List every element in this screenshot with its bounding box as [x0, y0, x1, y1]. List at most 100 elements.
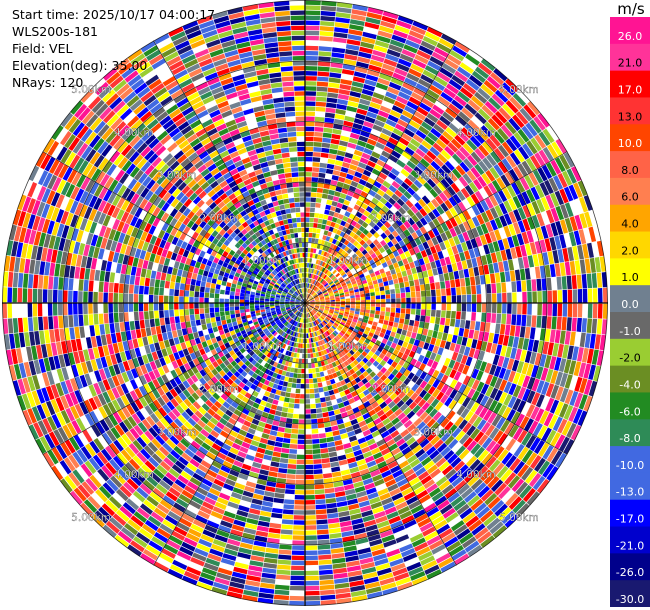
- radar-gate: [380, 68, 394, 77]
- radar-gate: [409, 119, 421, 130]
- radar-gate: [310, 243, 315, 248]
- radar-gate: [390, 167, 400, 177]
- radar-gate: [547, 290, 553, 303]
- radar-gate: [324, 283, 329, 287]
- radar-gate: [288, 141, 297, 147]
- radar-gate: [315, 101, 327, 107]
- radar-gate: [336, 181, 344, 188]
- radar-gate: [103, 292, 108, 303]
- radar-gate: [464, 103, 478, 116]
- radar-gate: [290, 162, 298, 168]
- radar-gate: [338, 290, 344, 294]
- radar-gate: [158, 295, 164, 303]
- radar-gate: [350, 297, 356, 301]
- radar-gate: [521, 231, 530, 245]
- radar-gate: [294, 197, 300, 203]
- radar-gate: [359, 287, 364, 292]
- radar-gate: [456, 261, 463, 271]
- radar-gate: [401, 110, 414, 120]
- radar-gate: [435, 234, 444, 244]
- radar-gate: [376, 114, 388, 123]
- radar-gate: [517, 220, 526, 233]
- radar-gate: [474, 163, 485, 176]
- radar-gate: [510, 247, 518, 259]
- radar-gate: [466, 154, 478, 167]
- radar-gate: [284, 172, 292, 178]
- radar-gate: [327, 289, 333, 293]
- radar-gate: [395, 227, 403, 235]
- radar-gate: [305, 121, 315, 127]
- radar-gate: [534, 266, 541, 279]
- radar-gate: [308, 295, 312, 299]
- radar-gate: [511, 182, 521, 196]
- radar-gate: [308, 227, 313, 233]
- radar-gate: [442, 189, 452, 199]
- radar-gate: [324, 284, 330, 288]
- radar-gate: [420, 284, 426, 291]
- radar-gate: [364, 116, 376, 124]
- radar-gate: [291, 35, 305, 41]
- radar-gate: [290, 20, 305, 26]
- radar-gate: [369, 155, 379, 164]
- radar-gate: [459, 161, 470, 173]
- radar-gate: [497, 144, 509, 158]
- radar-gate: [562, 247, 570, 262]
- radar-gate: [421, 121, 433, 132]
- radar-gate: [531, 200, 541, 215]
- radar-gate: [360, 293, 365, 298]
- radar-gate: [497, 127, 509, 141]
- radar-gate: [413, 179, 423, 189]
- radar-gate: [473, 247, 481, 258]
- radar-gate: [306, 263, 310, 268]
- radar-gate: [368, 64, 382, 73]
- radar-gate: [395, 255, 402, 262]
- radar-gate: [527, 255, 535, 268]
- radar-gate: [338, 248, 344, 254]
- radar-gate: [359, 46, 373, 54]
- radar-gate: [349, 24, 364, 31]
- radar-gate: [310, 284, 314, 289]
- radar-gate: [354, 256, 360, 262]
- radar-gate: [293, 368, 298, 373]
- radar-gate: [316, 86, 328, 92]
- radar-gate: [367, 7, 384, 15]
- radar-gate: [391, 222, 399, 230]
- radar-gate: [210, 283, 216, 289]
- radar-gate: [332, 262, 337, 268]
- radar-gate: [363, 198, 371, 206]
- radar-gate: [308, 232, 313, 238]
- radar-gate: [573, 182, 583, 198]
- radar-gate: [305, 116, 315, 122]
- radar-gate: [484, 197, 494, 209]
- radar-gate: [312, 162, 320, 168]
- radar-gate: [355, 211, 363, 218]
- radar-gate: [445, 280, 451, 289]
- radar-gate: [420, 290, 426, 297]
- radar-gate: [305, 217, 310, 222]
- radar-gate: [374, 119, 385, 128]
- radar-gate: [194, 303, 199, 309]
- radar-gate: [214, 293, 220, 299]
- radar-gate: [526, 202, 536, 217]
- radar-gate: [387, 233, 395, 241]
- radar-gate: [371, 276, 377, 282]
- radar-gate: [335, 155, 345, 162]
- radar-gate: [371, 197, 379, 205]
- radar-gate: [315, 233, 320, 239]
- radar-gate: [316, 244, 321, 249]
- radar-gate: [445, 107, 458, 119]
- radar-gate: [312, 167, 320, 173]
- radar-gate: [348, 185, 357, 192]
- radar-gate: [323, 262, 328, 268]
- radar-gate: [327, 265, 332, 271]
- radar-gate: [351, 9, 367, 17]
- radar-gate: [430, 245, 437, 255]
- radar-gate: [503, 225, 512, 238]
- radar-gate: [393, 262, 399, 269]
- radar-gate: [467, 119, 480, 132]
- radar-gate: [418, 125, 430, 136]
- radar-gate: [169, 295, 174, 303]
- radar-gate: [527, 100, 541, 116]
- radar-gate: [490, 252, 498, 264]
- radar-gate: [349, 275, 355, 280]
